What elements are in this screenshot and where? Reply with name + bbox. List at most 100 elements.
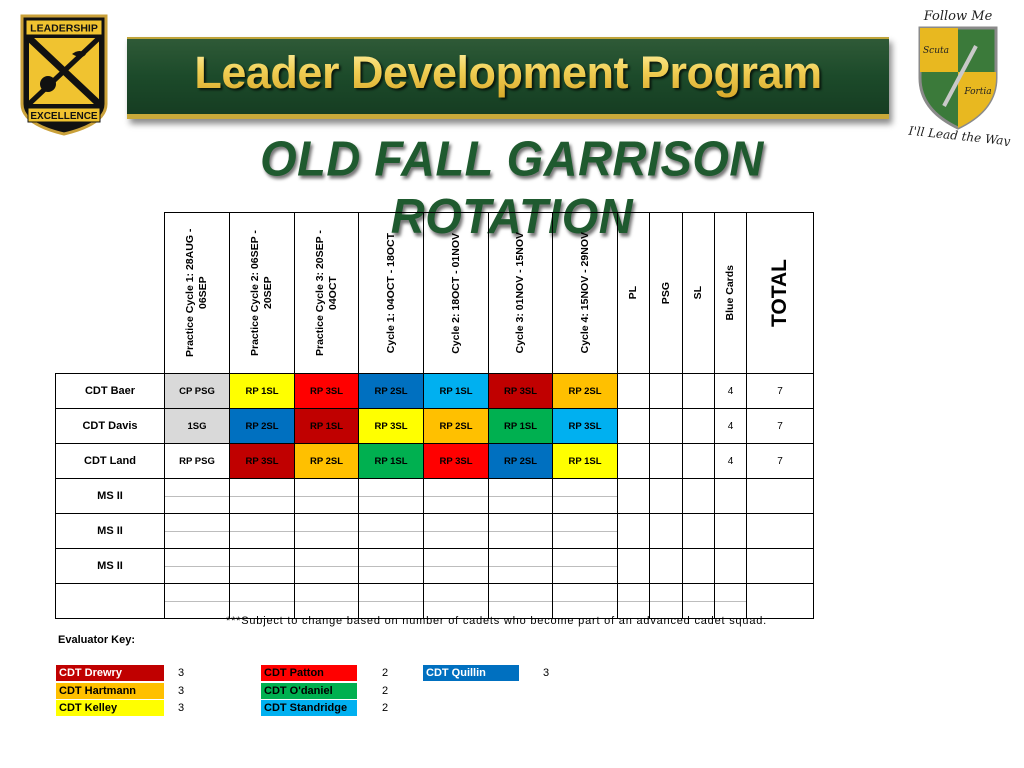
assignment-label: RP 1SL — [374, 455, 408, 467]
tally-cell — [682, 513, 715, 549]
evaluator-count: 3 — [178, 667, 185, 679]
cell-divider — [295, 601, 358, 602]
table-row: MS II — [55, 478, 814, 514]
evaluator-count: 2 — [382, 685, 389, 697]
follow-me-crest-logo: Follow Me Scuta Fortia I'll Lead the Way — [907, 9, 1011, 146]
cadet-name-cell — [55, 583, 165, 619]
rotc-logo-top-text: LEADERSHIP — [30, 23, 98, 35]
cell-divider — [683, 601, 714, 602]
cell-divider — [553, 601, 617, 602]
tally-cell — [746, 583, 814, 619]
rotation-table: Practice Cycle 1: 28AUG - 06SEP Practice … — [55, 212, 814, 619]
column-header: Cycle 2: 18OCT - 01NOV — [423, 212, 489, 374]
cell-divider — [230, 496, 294, 497]
cell-divider — [295, 496, 358, 497]
cadet-name-cell: CDT Davis — [55, 408, 165, 444]
tally-cell — [746, 513, 814, 549]
pl-cell — [617, 408, 650, 444]
assignment-cell: 1SG — [164, 408, 230, 444]
assignment-label: RP 1SL — [568, 455, 602, 467]
cell-divider — [230, 566, 294, 567]
rotc-logo-bottom-text: EXCELLENCE — [30, 111, 98, 122]
cell-divider — [424, 601, 488, 602]
assignment-cell: RP 3SL — [423, 443, 489, 479]
cell-divider — [489, 496, 552, 497]
column-header-label: Practice Cycle 1: 28AUG - 06SEP — [184, 228, 209, 358]
psg-cell — [649, 408, 683, 444]
column-header: PSG — [649, 212, 683, 374]
assignment-cell — [358, 478, 424, 514]
assignment-label: RP 1SL — [245, 385, 279, 397]
column-header-label: Cycle 4: 15NOV - 29NOV — [578, 232, 591, 354]
assignment-cell: RP 2SL — [423, 408, 489, 444]
assignment-label: RP 3SL — [245, 455, 279, 467]
assignment-cell: RP 2SL — [358, 373, 424, 409]
column-header: Blue Cards — [714, 212, 747, 374]
pl-cell — [617, 373, 650, 409]
crest-top-text: Follow Me — [923, 9, 993, 24]
assignment-cell — [423, 513, 489, 549]
assignment-cell — [358, 513, 424, 549]
tally-cell — [649, 478, 683, 514]
assignment-cell: CP PSG — [164, 373, 230, 409]
cell-divider — [359, 601, 423, 602]
assignment-cell — [164, 478, 230, 514]
column-header-label: Cycle 2: 18OCT - 01NOV — [449, 232, 462, 354]
assignment-cell — [423, 478, 489, 514]
pl-cell — [617, 443, 650, 479]
evaluator-name: CDT Patton — [261, 665, 357, 681]
tally-cell — [617, 548, 650, 584]
assignment-label: RP 2SL — [374, 385, 408, 397]
assignment-cell — [423, 548, 489, 584]
tally-cell — [746, 478, 814, 514]
assignment-label: RP 2SL — [309, 455, 344, 467]
assignment-label: RP 2SL — [568, 385, 602, 397]
assignment-cell — [294, 513, 359, 549]
header-row: Practice Cycle 1: 28AUG - 06SEP Practice … — [56, 212, 814, 374]
sl-cell — [682, 373, 715, 409]
cell-divider — [618, 601, 649, 602]
tally-cell — [714, 478, 747, 514]
column-header-label: Blue Cards — [724, 265, 736, 321]
assignment-cell — [229, 583, 295, 619]
tally-cell — [682, 548, 715, 584]
column-header: Cycle 4: 15NOV - 29NOV — [552, 212, 618, 374]
assignment-label: RP 3SL — [309, 385, 344, 397]
evaluator-count: 2 — [382, 702, 389, 714]
assignment-cell: RP 1SL — [552, 443, 618, 479]
tally-cell — [649, 548, 683, 584]
assignment-cell: RP 3SL — [294, 373, 359, 409]
cell-divider — [553, 531, 617, 532]
cell-divider — [165, 531, 229, 532]
assignment-cell — [358, 548, 424, 584]
tally-cell — [714, 513, 747, 549]
cell-divider — [489, 531, 552, 532]
psg-cell — [649, 373, 683, 409]
blue-cards-cell: 4 — [714, 443, 747, 479]
assignment-label: RP 2SL — [439, 420, 473, 432]
assignment-cell — [229, 478, 295, 514]
column-header-label: Practice Cycle 3: 20SEP - 04OCT — [313, 230, 339, 356]
cell-divider — [359, 531, 423, 532]
column-header-label: Cycle 1: 04OCT - 18OCT — [384, 232, 397, 354]
assignment-label: RP 1SL — [503, 420, 538, 432]
evaluator-name: CDT Hartmann — [56, 683, 164, 699]
assignment-cell — [358, 583, 424, 619]
evaluator-count: 2 — [382, 667, 389, 679]
total-cell: 7 — [746, 443, 814, 479]
assignment-label: RP 3SL — [439, 455, 473, 467]
assignment-cell: RP PSG — [164, 443, 230, 479]
assignment-cell — [552, 548, 618, 584]
evaluator-count: 3 — [178, 702, 185, 714]
assignment-label: RP PSG — [179, 455, 215, 467]
assignment-cell — [488, 513, 553, 549]
cadet-name-cell: CDT Baer — [55, 373, 165, 409]
assignment-cell: RP 3SL — [358, 408, 424, 444]
title-banner: Leader Development Program — [127, 37, 889, 119]
assignment-label: RP 1SL — [309, 420, 344, 432]
assignment-cell: RP 1SL — [423, 373, 489, 409]
column-header-label: PL — [627, 286, 639, 300]
cell-divider — [165, 601, 229, 602]
cell-divider — [424, 531, 488, 532]
assignment-cell — [488, 583, 553, 619]
